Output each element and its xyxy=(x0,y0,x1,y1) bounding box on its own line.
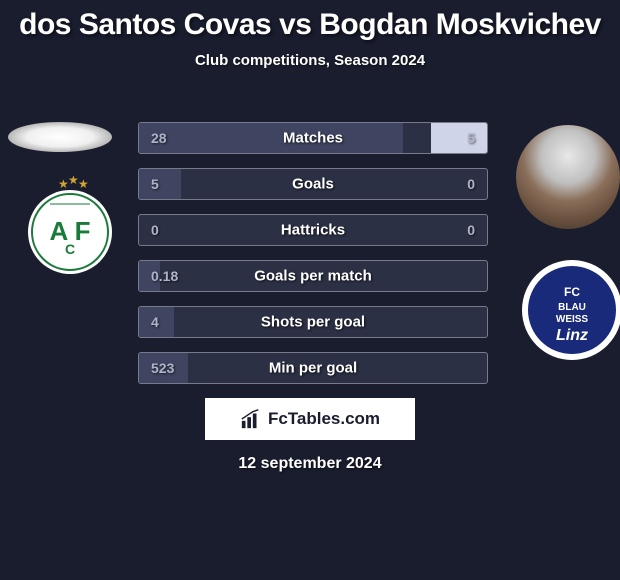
stat-row: 523 Min per goal xyxy=(138,352,488,384)
svg-text:C: C xyxy=(65,241,75,257)
stat-label: Goals per match xyxy=(254,268,372,285)
stat-value-right: 0 xyxy=(467,222,475,238)
branding-text: FcTables.com xyxy=(268,409,380,429)
svg-text:Linz: Linz xyxy=(556,327,588,344)
stat-row: 0 Hattricks 0 xyxy=(138,214,488,246)
stat-row: 5 Goals 0 xyxy=(138,168,488,200)
stat-row: 0.18 Goals per match xyxy=(138,260,488,292)
stat-value-right: 5 xyxy=(467,130,475,146)
stat-label: Hattricks xyxy=(281,222,345,239)
stats-container: 28 Matches 5 5 Goals 0 0 Hattricks 0 0.18 Goals pe… xyxy=(138,122,488,398)
stat-bar-left xyxy=(139,123,403,153)
player-right-club-badge: FC BLAU WEISS Linz xyxy=(520,258,620,362)
comparison-date: 12 september 2024 xyxy=(238,455,381,473)
stat-value-left: 0 xyxy=(151,222,159,238)
stat-label: Matches xyxy=(283,130,343,147)
stat-value-left: 4 xyxy=(151,314,159,330)
stat-bar-right xyxy=(431,123,487,153)
svg-text:BLAU: BLAU xyxy=(558,302,586,313)
comparison-subtitle: Club competitions, Season 2024 xyxy=(0,52,620,69)
stat-value-left: 0.18 xyxy=(151,268,178,284)
stat-row: 28 Matches 5 xyxy=(138,122,488,154)
stat-label: Shots per goal xyxy=(261,314,365,331)
player-left-club-badge: A F C ★ ★ ★ xyxy=(20,176,120,276)
comparison-title: dos Santos Covas vs Bogdan Moskvichev xyxy=(0,0,620,42)
stat-bar-left xyxy=(139,169,181,199)
svg-text:FC: FC xyxy=(564,285,580,299)
stat-value-left: 28 xyxy=(151,130,167,146)
stat-label: Min per goal xyxy=(269,360,357,377)
svg-text:★: ★ xyxy=(78,177,89,191)
stat-row: 4 Shots per goal xyxy=(138,306,488,338)
stat-value-left: 5 xyxy=(151,176,159,192)
chart-icon xyxy=(240,408,262,430)
player-right-avatar xyxy=(516,125,620,229)
stat-value-right: 0 xyxy=(467,176,475,192)
svg-text:WEISS: WEISS xyxy=(556,314,589,325)
branding-badge: FcTables.com xyxy=(205,398,415,440)
stat-label: Goals xyxy=(292,176,334,193)
player-left-avatar xyxy=(8,122,112,152)
stat-value-left: 523 xyxy=(151,360,174,376)
